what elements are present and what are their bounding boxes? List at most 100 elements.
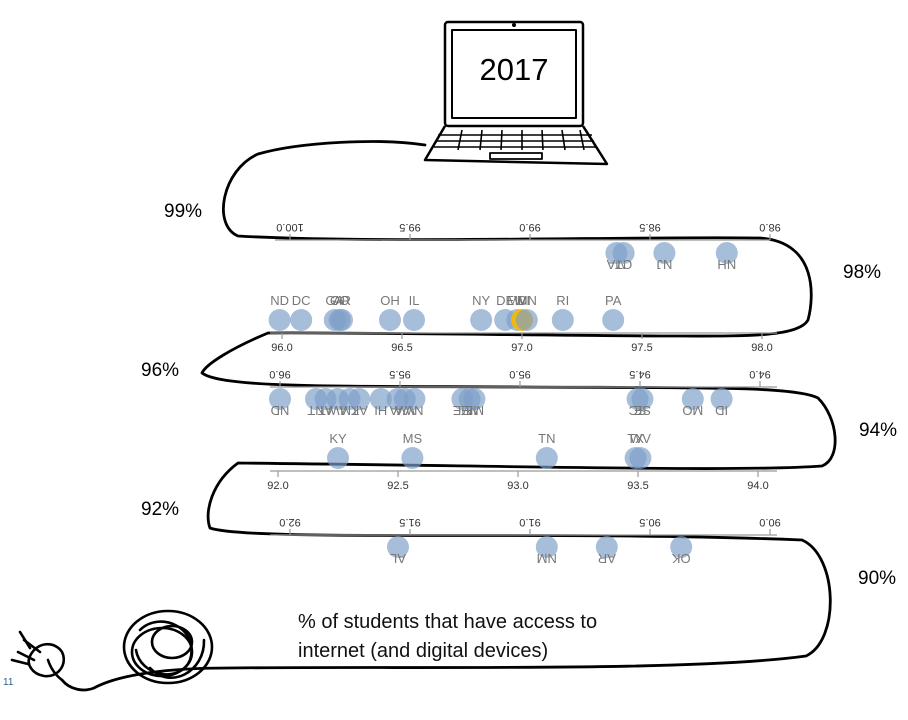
data-point [269,388,291,410]
band-tick-label: 93.0 [507,480,528,492]
chart-caption: % of students that have access to intern… [298,611,598,662]
data-point [290,309,313,331]
data-point-label: MS [403,431,423,446]
laptop-icon [423,20,609,166]
data-point [535,536,558,558]
data-point-label: TN [538,431,555,446]
band-tick-label: 99.0 [519,221,540,233]
data-point-label: CO [330,293,350,308]
data-point [551,309,574,331]
band-label-96: 96% [141,360,180,381]
cable-tangle-icon [122,609,214,685]
data-point-label: OK [671,551,690,566]
data-point-label: NJ [656,257,672,272]
band-label-99: 99% [164,201,203,222]
data-point-label: CT [615,257,632,272]
band-tick-label: 92.5 [387,480,408,492]
band-tick-label: 96.5 [391,342,412,354]
data-point-label: TX [627,431,644,446]
data-point [710,388,733,410]
data-point [268,309,291,331]
band-tick-label: 93.5 [627,480,648,492]
data-point [681,388,704,410]
data-point [327,447,349,469]
data-point [602,309,625,331]
data-point-label: NH [717,257,736,272]
data-point [387,536,409,558]
data-point [612,242,635,264]
band-tick-label: 92.0 [279,516,300,528]
band-tick-label: 91.0 [519,516,540,528]
data-point-label: ND [271,403,290,418]
band-tick-label: 94.5 [629,368,650,380]
data-point-label: RI [556,293,569,308]
laptop-screen-year: 2017 [479,52,549,87]
data-point-label: DE [496,293,514,308]
data-point-label: NV [405,403,423,418]
data-point [403,309,425,331]
data-point-label: MN [517,293,537,308]
data-point-label: PA [605,293,622,308]
band-tick-label: 97.0 [511,342,532,354]
band-tick-label: 95.0 [509,368,530,380]
data-point [331,309,353,331]
band-tick-label: 97.5 [631,342,652,354]
band-tick-label: 98.0 [751,342,772,354]
band-tick-label: 94.0 [747,480,768,492]
data-point-label: AR [333,293,351,308]
plug-icon [10,630,65,682]
band-label-90: 90% [858,568,897,589]
data-point-label: NM [537,551,557,566]
data-point-label: MO [682,403,703,418]
data-point [629,447,652,469]
data-point [653,242,676,264]
data-point-label: AK [350,403,368,418]
data-point [348,388,371,410]
data-point-label: AL [390,551,406,566]
band-tick-label: 90.0 [759,516,780,528]
data-point-label: AR [598,551,616,566]
data-point [535,447,558,469]
band-tick-label: 91.5 [399,516,420,528]
band-tick-label: 100.0 [276,221,304,233]
data-point-label: SE [633,403,651,418]
data-point-label: WV [630,431,651,446]
band-tick-label: 98.5 [639,221,660,233]
band-tick-label: 99.5 [399,221,420,233]
data-point [379,309,401,331]
band-tick-label: 96.0 [269,368,290,380]
data-point [403,388,426,410]
data-point-label: KY [329,431,347,446]
data-point-label: OH [380,293,400,308]
data-point-label: IL [409,293,420,308]
data-point [369,388,392,410]
data-point [715,242,738,264]
data-point [670,536,693,558]
data-point-label: AT [318,403,334,418]
cable-path [60,140,837,692]
data-point-label: ND [270,293,289,308]
data-point-label: MD [507,293,527,308]
band-label-92: 92% [141,499,180,520]
band-tick-label: 92.0 [267,480,288,492]
data-point [595,536,618,558]
band-tick-label: 90.5 [639,516,660,528]
data-point-label: WI [514,293,530,308]
data-point-label: GA [325,293,344,308]
band-tick-label: 98.0 [759,221,780,233]
data-point-label: ID [715,403,728,418]
band-4: 92.0 91.5 91.0 90.5 90.0 AL NM AR OK [270,516,781,566]
data-point [631,388,654,410]
band-tick-label: 94.0 [749,368,770,380]
data-point-label: DC [292,293,311,308]
band-label-94: 94% [859,420,898,441]
slide-number: 11 [3,677,14,688]
data-point [515,309,538,331]
band-label-98: 98% [843,262,882,283]
